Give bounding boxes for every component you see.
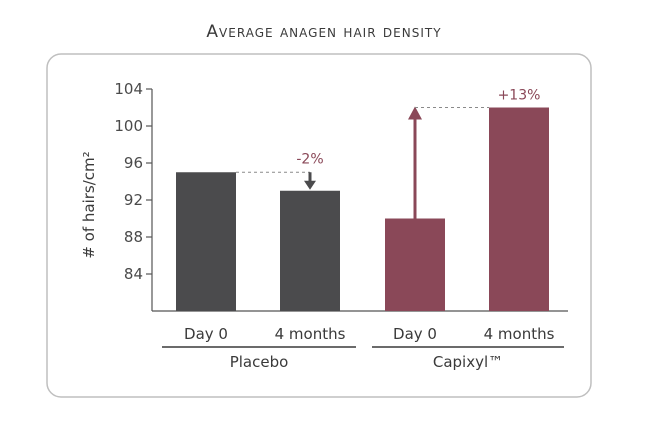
group-label: Placebo (230, 353, 289, 371)
bar (385, 218, 445, 311)
y-tick-label: 92 (124, 191, 143, 209)
change-arrow-head (304, 180, 316, 190)
x-tick-label: Day 0 (184, 325, 228, 343)
change-label: +13% (498, 88, 541, 104)
annotations: -2% +13% (236, 88, 540, 219)
y-axis-label: # of hairs/cm² (80, 151, 98, 258)
y-tick-label: 84 (124, 265, 143, 283)
bar (280, 190, 340, 311)
change-arrow-head (408, 106, 422, 120)
y-tick-label: 96 (124, 154, 143, 172)
change-label: -2% (296, 151, 323, 167)
bar (176, 172, 236, 311)
chart-title: Average anagen hair density (206, 22, 442, 42)
group-label: Capixyl™ (433, 353, 503, 371)
y-tick-label: 88 (124, 228, 143, 246)
y-tick-label: 104 (114, 80, 143, 98)
y-tick-label: 100 (114, 117, 143, 135)
x-tick-label: Day 0 (393, 325, 437, 343)
bars (176, 107, 549, 311)
y-axis: 84 88 92 96 100 104 (114, 80, 568, 312)
x-tick-label: 4 months (275, 325, 346, 343)
x-tick-label: 4 months (484, 325, 555, 343)
bar (489, 107, 549, 311)
